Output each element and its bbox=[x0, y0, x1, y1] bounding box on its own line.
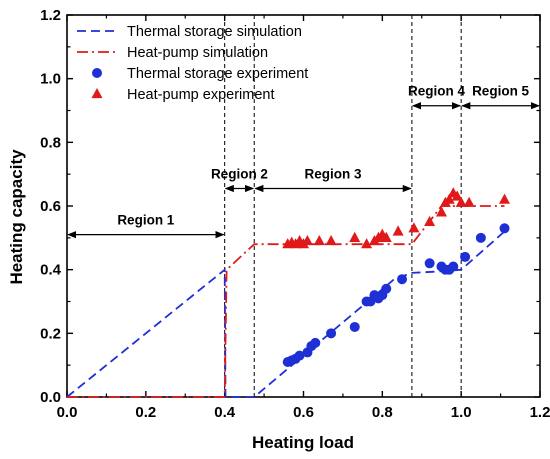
thermal-storage-experiment-point bbox=[326, 328, 337, 339]
x-tick-label: 1.2 bbox=[530, 404, 550, 421]
region-annotations: Region 1 Region 2 Region 3 Region 4 Region 5 bbox=[67, 84, 540, 239]
thermal-storage-experiment-point bbox=[499, 223, 510, 234]
thermal-storage-experiment-point bbox=[424, 258, 435, 269]
region-label: Region 2 bbox=[211, 166, 268, 181]
heat-pump-experiment-point bbox=[408, 222, 420, 233]
heat-pump-experiment-point bbox=[443, 193, 455, 204]
thermal-storage-experiment-point bbox=[448, 261, 459, 272]
heat-pump-experiment-point bbox=[361, 238, 373, 249]
axis-ticks: 0.0 0.2 0.4 0.6 0.8 1.0 1.2 0.0 0.2 0.4 0.6 0.8 1.0 1… bbox=[40, 7, 550, 421]
heat-pump-experiment-point bbox=[451, 190, 463, 201]
y-tick-label: 0.8 bbox=[40, 134, 61, 151]
legend-circle-swatch bbox=[92, 68, 102, 78]
legend-entry: Heat-pump experiment bbox=[127, 87, 275, 103]
thermal-storage-experiment-point bbox=[397, 274, 408, 285]
y-axis-label: Heating capacity bbox=[7, 149, 26, 285]
y-tick-label: 0.4 bbox=[40, 262, 62, 279]
thermal-storage-experiment-point bbox=[310, 337, 321, 348]
legend-entry: Thermal storage experiment bbox=[127, 66, 308, 82]
legend: Thermal storage simulation Heat-pump simu… bbox=[77, 24, 308, 103]
legend-entry: Heat-pump simulation bbox=[127, 45, 268, 61]
region-label: Region 4 bbox=[408, 84, 465, 99]
y-tick-label: 0.0 bbox=[40, 389, 61, 406]
experiment-markers bbox=[282, 187, 510, 367]
thermal-storage-simulationline bbox=[66, 230, 506, 398]
heat-pump-experiment-point bbox=[424, 215, 436, 226]
y-tick-label: 0.6 bbox=[40, 198, 61, 215]
heat-pump-experiment-point bbox=[499, 193, 510, 204]
heat-pump-experiment-point bbox=[392, 225, 404, 236]
heat-pump-experiment-point bbox=[301, 235, 313, 246]
heat-pump-experiment-point bbox=[455, 196, 467, 207]
region-label: Region 5 bbox=[472, 84, 529, 99]
y-tick-label: 1.2 bbox=[40, 7, 61, 24]
x-tick-label: 0.6 bbox=[293, 404, 314, 421]
heat-pump-experiment-point bbox=[325, 235, 337, 246]
y-tick-label: 1.0 bbox=[40, 71, 61, 88]
thermal-storage-experiment-point bbox=[381, 283, 392, 294]
legend-triangle-swatch bbox=[91, 88, 103, 99]
heat-pump-experiment-point bbox=[463, 196, 475, 207]
region-label: Region 3 bbox=[305, 166, 362, 181]
heat-pump-experiment-point bbox=[349, 231, 361, 242]
thermal-storage-experiment-point bbox=[349, 321, 360, 332]
x-tick-label: 0.0 bbox=[57, 404, 78, 421]
x-tick-label: 1.0 bbox=[451, 404, 472, 421]
heat-pump-experiment-point bbox=[313, 235, 325, 246]
x-axis-label: Heating load bbox=[252, 433, 354, 452]
x-tick-label: 0.2 bbox=[135, 404, 156, 421]
region-label: Region 1 bbox=[117, 213, 174, 228]
x-tick-label: 0.8 bbox=[372, 404, 393, 421]
heat-pump-experiment-point bbox=[436, 206, 447, 217]
x-tick-label: 0.4 bbox=[214, 404, 236, 421]
region-boundaries bbox=[224, 15, 462, 397]
thermal-storage-experiment-point bbox=[460, 251, 471, 262]
thermal-storage-experiment-point bbox=[294, 350, 305, 361]
legend-entry: Thermal storage simulation bbox=[127, 24, 302, 40]
y-tick-label: 0.2 bbox=[40, 325, 61, 342]
thermal-storage-experiment-point bbox=[475, 232, 486, 243]
heat-pump-experiment-point bbox=[380, 231, 392, 242]
